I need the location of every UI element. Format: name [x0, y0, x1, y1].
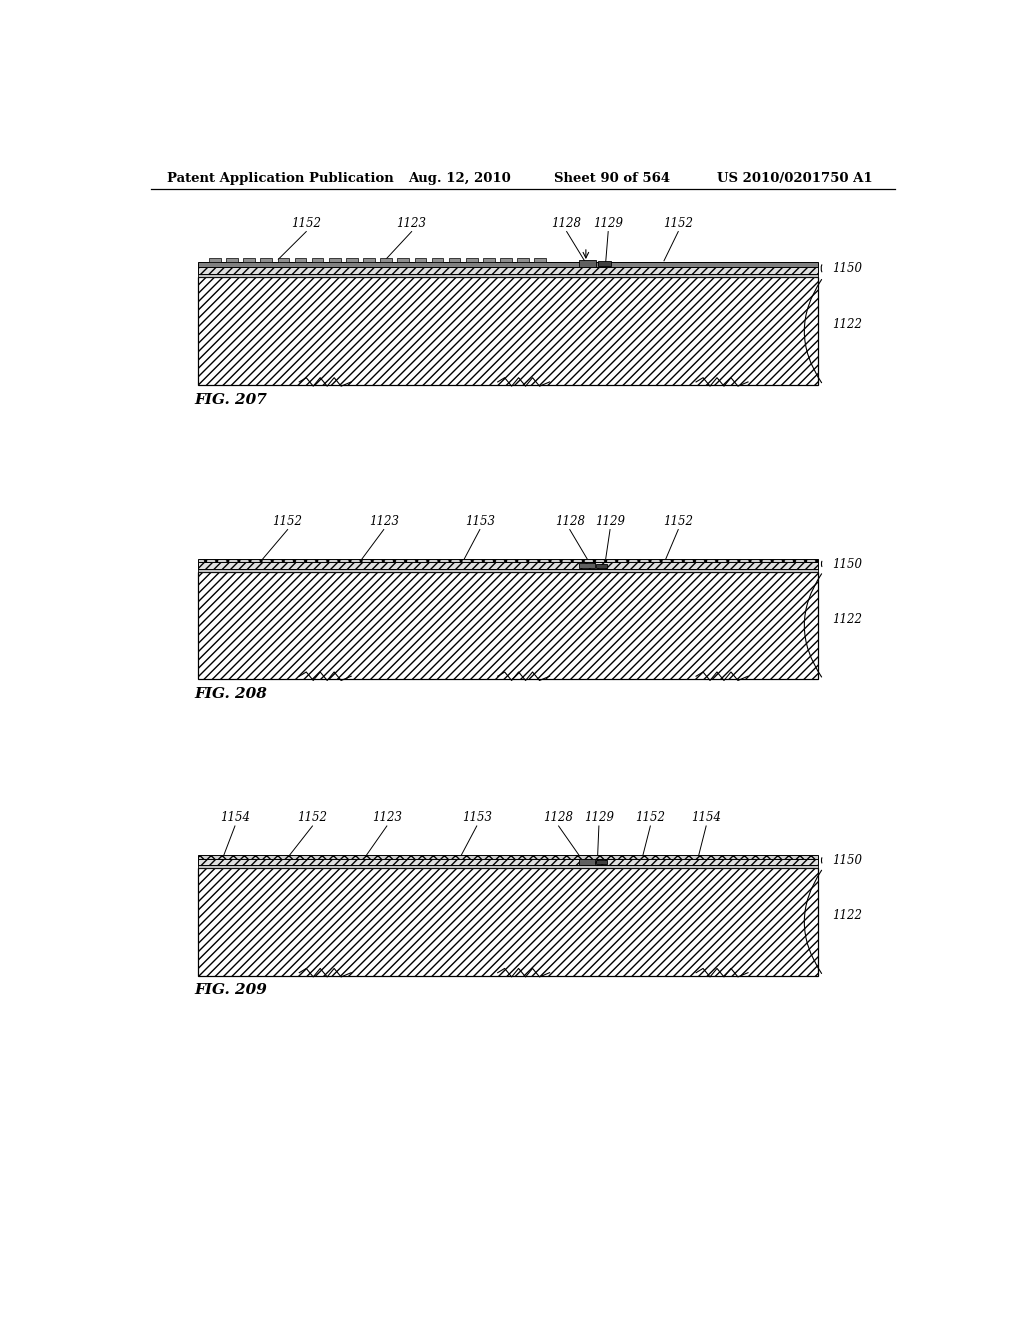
Bar	[198, 859, 818, 866]
Text: 1152: 1152	[291, 216, 322, 230]
Bar	[483, 259, 495, 263]
Text: 1150: 1150	[833, 558, 862, 570]
Bar	[597, 564, 607, 568]
Text: 1128: 1128	[544, 812, 573, 825]
Bar	[579, 260, 596, 267]
Bar	[198, 572, 818, 680]
Bar	[278, 259, 289, 263]
Text: 1129: 1129	[593, 216, 624, 230]
Text: 1153: 1153	[462, 812, 492, 825]
Text: FIG. 209: FIG. 209	[194, 983, 266, 998]
Text: 1128: 1128	[555, 515, 585, 528]
Text: 1122: 1122	[833, 909, 862, 923]
Bar	[260, 259, 272, 263]
Text: 1150: 1150	[833, 263, 862, 276]
Text: 1123: 1123	[369, 515, 398, 528]
Bar	[535, 259, 546, 263]
Text: 1123: 1123	[372, 812, 401, 825]
Bar	[517, 259, 529, 263]
Text: 1129: 1129	[584, 812, 614, 825]
Text: Aug. 12, 2010: Aug. 12, 2010	[409, 173, 511, 185]
Text: 1154: 1154	[220, 812, 250, 825]
Bar	[346, 259, 357, 263]
Bar	[209, 259, 221, 263]
Bar	[500, 259, 512, 263]
Bar	[432, 259, 443, 263]
Text: FIG. 208: FIG. 208	[194, 686, 266, 701]
Bar	[198, 277, 818, 385]
Bar	[598, 261, 610, 267]
Text: 1128: 1128	[552, 216, 582, 230]
Text: 1152: 1152	[664, 515, 693, 528]
Bar	[198, 267, 818, 275]
Bar	[198, 562, 818, 569]
Bar	[198, 275, 818, 277]
Bar	[295, 259, 306, 263]
Bar	[244, 259, 255, 263]
Bar	[198, 558, 818, 562]
Text: 1152: 1152	[297, 812, 328, 825]
Text: Patent Application Publication: Patent Application Publication	[167, 173, 393, 185]
Bar	[466, 259, 477, 263]
Text: 1150: 1150	[833, 854, 862, 867]
Bar	[198, 855, 818, 859]
Text: 1129: 1129	[595, 515, 625, 528]
Text: 1152: 1152	[272, 515, 303, 528]
Bar	[198, 869, 818, 975]
Bar	[198, 263, 818, 267]
Text: 1122: 1122	[833, 612, 862, 626]
Bar	[415, 259, 426, 263]
Bar	[329, 259, 341, 263]
Bar	[380, 259, 392, 263]
Bar	[449, 259, 461, 263]
Bar	[198, 866, 818, 869]
Text: 1153: 1153	[465, 515, 495, 528]
Bar	[198, 569, 818, 572]
Bar	[364, 259, 375, 263]
Text: 1154: 1154	[691, 812, 721, 825]
Text: 1152: 1152	[664, 216, 693, 230]
Text: 1123: 1123	[396, 216, 427, 230]
Bar	[579, 859, 595, 865]
Text: Sheet 90 of 564: Sheet 90 of 564	[554, 173, 671, 185]
Text: FIG. 207: FIG. 207	[194, 393, 266, 407]
Text: 1122: 1122	[833, 318, 862, 331]
Text: US 2010/0201750 A1: US 2010/0201750 A1	[717, 173, 872, 185]
Bar	[226, 259, 238, 263]
Bar	[311, 259, 324, 263]
Bar	[579, 562, 595, 569]
Bar	[397, 259, 409, 263]
Bar	[597, 861, 607, 865]
Text: 1152: 1152	[635, 812, 666, 825]
